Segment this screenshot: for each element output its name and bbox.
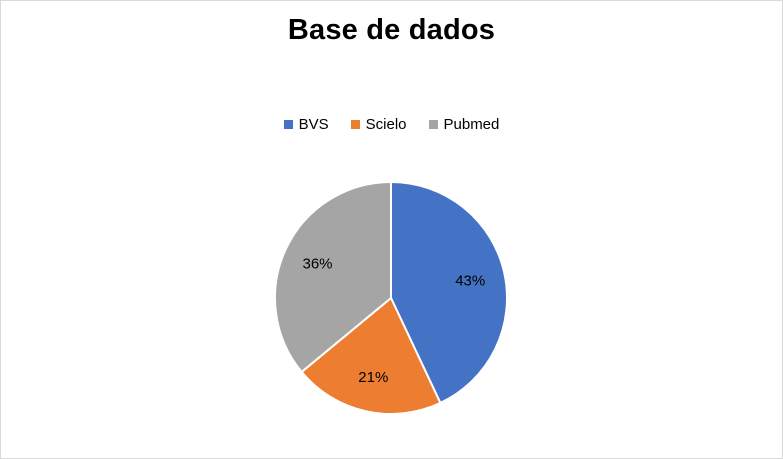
legend-label-bvs: BVS — [298, 116, 329, 133]
pie-slice-pubmed — [274, 180, 392, 374]
legend-item-bvs: BVS — [283, 116, 329, 133]
data-label-pubmed: 36% — [303, 255, 333, 272]
data-label-scielo: 21% — [358, 369, 388, 386]
chart-legend: BVS Scielo Pubmed — [0, 116, 783, 133]
legend-swatch-scielo — [350, 120, 360, 129]
legend-label-scielo: Scielo — [365, 116, 407, 133]
legend-swatch-pubmed — [428, 120, 438, 129]
legend-swatch-bvs — [283, 120, 293, 129]
legend-item-pubmed: Pubmed — [428, 116, 500, 133]
chart-title: Base de dados — [287, 14, 496, 46]
legend-label-pubmed: Pubmed — [443, 116, 500, 133]
pie-slice-scielo — [300, 296, 442, 415]
pie-slice-bvs — [390, 180, 508, 405]
data-label-bvs: 43% — [455, 272, 485, 289]
legend-item-scielo: Scielo — [350, 116, 407, 133]
